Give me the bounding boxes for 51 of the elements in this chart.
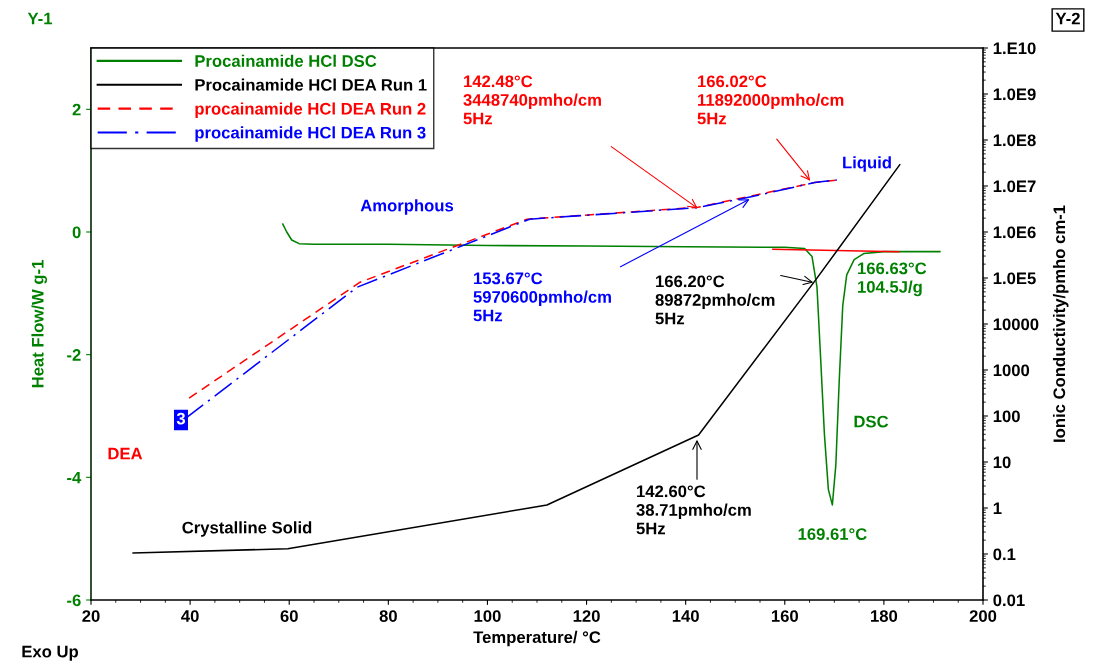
legend-label: procainamide HCl DEA Run 2: [195, 102, 426, 118]
y2-tick-label: 1.0E7: [993, 180, 1036, 193]
x-tick-label: 140: [672, 610, 699, 622]
text: Y-2: [1055, 12, 1080, 25]
legend-label: Procainamide HCl DSC: [195, 54, 377, 67]
annotation: 3: [176, 412, 186, 425]
y-axis-title: Heat Flow/W g-1: [31, 260, 48, 388]
text: Exo Up: [22, 645, 79, 661]
annotation: Crystalline Solid: [182, 521, 312, 537]
y2-tick-label: 0.1: [993, 548, 1016, 561]
y-tick-label: 0: [72, 226, 81, 239]
annotation: DSC: [854, 415, 889, 428]
y2-tick-label: 1: [993, 502, 1002, 515]
annotation: Amorphous: [360, 199, 454, 215]
x-tick-label: 60: [280, 610, 298, 622]
x-tick-label: 100: [474, 610, 501, 622]
annotation: 153.67°C 5970600pmho/cm 5Hz: [473, 272, 611, 322]
x-tick-label: 160: [771, 610, 798, 622]
y-tick-label: -6: [67, 594, 81, 607]
y2-tick-label: 10000: [993, 318, 1039, 331]
y-tick-label: 2: [72, 103, 81, 116]
y-tick-label: -2: [67, 349, 81, 361]
annotation: 142.60°C 38.71pmho/cm 5Hz: [636, 485, 751, 535]
x-tick-label: 200: [969, 610, 997, 622]
x-tick-label: 180: [871, 610, 898, 622]
annotation: 169.61°C: [798, 528, 867, 540]
legend-label: procainamide HCl DEA Run 3: [195, 126, 426, 142]
x-tick-label: 40: [181, 610, 199, 622]
y2-tick-label: 1.0E6: [993, 226, 1036, 239]
y2-tick-label: 1.0E5: [993, 272, 1036, 285]
annotation: Liquid: [843, 156, 891, 172]
annotation: DEA: [108, 447, 143, 460]
legend-label: Procainamide HCl DEA Run 1: [195, 78, 427, 91]
y2-tick-label: 1000: [993, 364, 1030, 377]
y2-tick-label: 10: [993, 456, 1011, 469]
x-axis-title: Temperature/ °C: [473, 630, 601, 647]
annotation: 166.20°C 89872pmho/cm 5Hz: [655, 275, 775, 325]
y2-tick-label: 100: [993, 410, 1020, 423]
y2-axis-title: Ionic Conductivity/pmho cm-1: [1052, 205, 1069, 442]
text: Y-1: [27, 12, 53, 25]
x-tick-label: 120: [573, 610, 600, 622]
annotation: 166.02°C 11892000pmho/cm 5Hz: [697, 75, 844, 125]
y2-tick-label: 1.E10: [993, 42, 1036, 55]
y2-tick-label: 0.01: [993, 594, 1025, 607]
annotation: 166.63°C 104.5J/g: [858, 262, 927, 297]
y-tick-label: -4: [67, 471, 82, 484]
y2-tick-label: 1.0E9: [993, 88, 1036, 101]
annotation: 142.48°C 3448740pmho/cm 5Hz: [463, 75, 601, 125]
x-tick-label: 80: [379, 610, 397, 622]
x-tick-label: 20: [82, 610, 100, 622]
y2-tick-label: 1.0E8: [993, 134, 1036, 147]
